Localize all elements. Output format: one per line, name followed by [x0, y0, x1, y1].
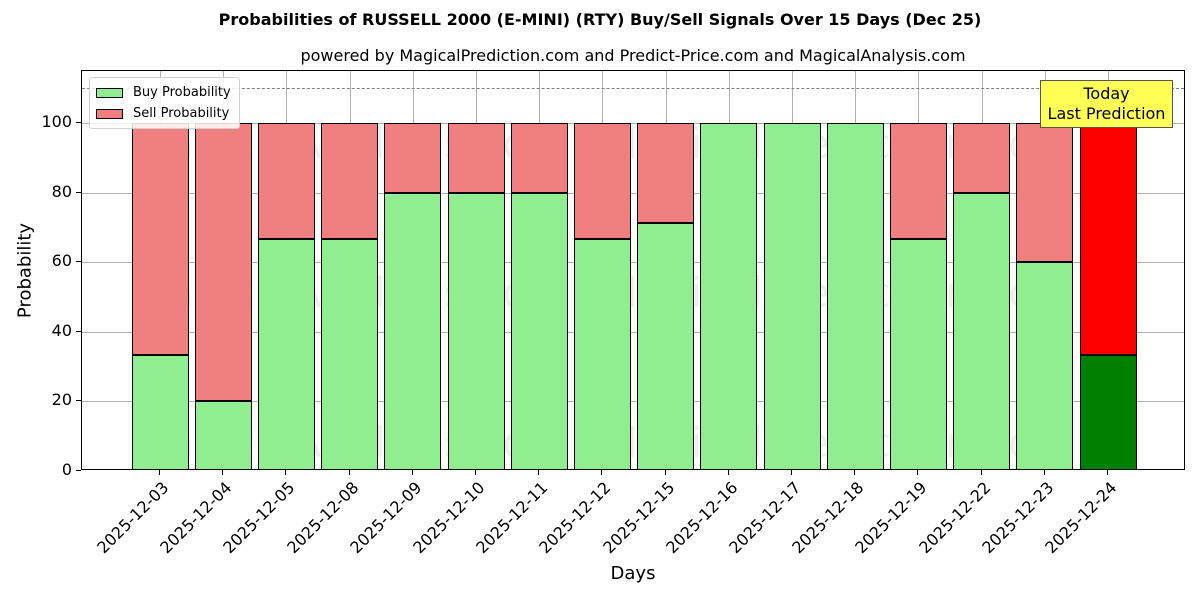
- y-tick-label: 40: [51, 320, 72, 340]
- bar-buy[interactable]: [447, 192, 505, 469]
- bar-sell[interactable]: [510, 123, 568, 193]
- buy-swatch: [96, 87, 123, 98]
- bar-sell[interactable]: [1016, 123, 1074, 263]
- gridline-horizontal: [82, 123, 1184, 125]
- bar-sell[interactable]: [889, 123, 947, 240]
- bar-sell[interactable]: [321, 123, 379, 240]
- x-tick-mark: [727, 470, 729, 475]
- chart-title: Probabilities of RUSSELL 2000 (E-MINI) (…: [218, 10, 982, 29]
- bar-buy[interactable]: [763, 123, 821, 469]
- x-tick-mark: [917, 470, 919, 475]
- bar-sell[interactable]: [194, 123, 252, 402]
- bar-buy[interactable]: [1016, 262, 1074, 469]
- today-annotation-line2: Last Prediction: [1047, 104, 1166, 123]
- bar-sell[interactable]: [257, 123, 315, 240]
- bar-sell[interactable]: [637, 123, 695, 223]
- bar-buy[interactable]: [257, 239, 315, 469]
- legend-item-buy: Buy Probability: [96, 82, 231, 103]
- legend-item-sell: Sell Probability: [96, 103, 231, 124]
- bar-sell[interactable]: [953, 123, 1011, 193]
- chart-subtitle: powered by MagicalPrediction.com and Pre…: [300, 46, 966, 65]
- today-annotation-line1: Today: [1083, 84, 1130, 103]
- x-tick-mark: [285, 470, 287, 475]
- bar-sell[interactable]: [131, 123, 189, 356]
- x-tick-mark: [348, 470, 350, 475]
- x-tick-mark: [601, 470, 603, 475]
- bar-buy[interactable]: [1079, 355, 1137, 469]
- x-tick-mark: [538, 470, 540, 475]
- bar-sell[interactable]: [1079, 123, 1137, 356]
- bar-buy[interactable]: [194, 401, 252, 469]
- legend: Buy Probability Sell Probability: [89, 77, 240, 129]
- x-axis-label: Days: [610, 563, 656, 584]
- x-tick-mark: [1107, 470, 1108, 475]
- y-tick-label: 20: [51, 390, 72, 410]
- bar-buy[interactable]: [953, 192, 1011, 469]
- y-tick-mark: [76, 470, 81, 471]
- bar-buy[interactable]: [700, 123, 758, 469]
- bar-buy[interactable]: [637, 222, 695, 469]
- y-tick-label: 0: [61, 460, 72, 479]
- bar-sell[interactable]: [447, 123, 505, 193]
- y-tick-mark: [76, 330, 81, 332]
- gridline-horizontal: [82, 262, 1184, 264]
- x-tick-mark: [980, 470, 982, 475]
- gridline-horizontal: [82, 331, 1184, 333]
- x-tick-mark: [1043, 470, 1045, 475]
- plot-area: MagicalAnalysis.comMagicalPrediction.com…: [81, 70, 1185, 470]
- y-tick-label: 80: [51, 181, 72, 201]
- gridline-horizontal: [82, 192, 1184, 194]
- x-tick-mark: [475, 470, 476, 475]
- bar-buy[interactable]: [826, 123, 884, 469]
- x-tick-mark: [222, 470, 224, 475]
- bar-buy[interactable]: [889, 239, 947, 469]
- y-tick-label: 100: [41, 112, 72, 132]
- y-axis-label: Probability: [14, 222, 36, 319]
- x-tick-mark: [854, 470, 856, 475]
- today-annotation: Today Last Prediction: [1040, 80, 1173, 128]
- x-tick-mark: [664, 470, 666, 475]
- bar-buy[interactable]: [573, 239, 631, 469]
- y-tick-mark: [76, 122, 81, 124]
- y-tick-label: 60: [51, 251, 72, 271]
- gridline-horizontal: [82, 401, 1184, 403]
- x-tick-mark: [411, 470, 413, 475]
- y-tick-mark: [76, 191, 81, 193]
- x-tick-mark: [159, 470, 160, 475]
- bar-buy[interactable]: [321, 239, 379, 469]
- sell-swatch: [96, 108, 123, 119]
- legend-label-buy: Buy Probability: [133, 85, 231, 100]
- reference-line: [82, 88, 1184, 90]
- bar-sell[interactable]: [573, 123, 631, 240]
- y-tick-mark: [76, 261, 81, 263]
- bar-buy[interactable]: [510, 192, 568, 469]
- bar-buy[interactable]: [131, 355, 189, 469]
- legend-label-sell: Sell Probability: [133, 106, 230, 121]
- y-tick-mark: [76, 400, 81, 402]
- bar-buy[interactable]: [384, 192, 442, 469]
- bar-sell[interactable]: [384, 123, 442, 193]
- x-tick-mark: [791, 470, 792, 475]
